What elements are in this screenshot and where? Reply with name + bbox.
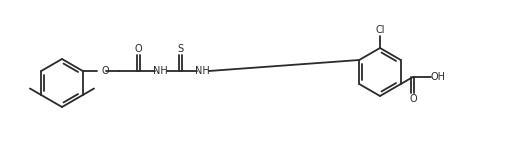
Text: O: O (408, 93, 416, 103)
Text: Cl: Cl (375, 25, 384, 35)
Text: NH: NH (195, 66, 210, 76)
Text: O: O (101, 66, 109, 76)
Text: O: O (135, 45, 142, 54)
Text: S: S (177, 45, 183, 54)
Text: OH: OH (430, 72, 444, 82)
Text: NH: NH (153, 66, 168, 76)
